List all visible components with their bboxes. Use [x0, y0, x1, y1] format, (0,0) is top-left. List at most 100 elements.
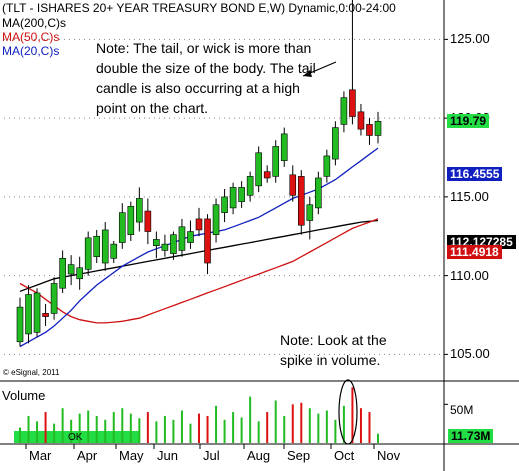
x-tick-label: Oct — [334, 448, 355, 463]
volume-label: Volume — [2, 388, 46, 403]
ma50-line — [19, 218, 379, 324]
candle-body — [76, 267, 83, 280]
candle — [229, 182, 237, 215]
candle — [170, 231, 177, 260]
volume-bar — [163, 415, 166, 443]
candle-body — [50, 283, 58, 314]
candle-body — [161, 243, 169, 251]
volume-bar — [342, 405, 345, 443]
candle-body — [349, 89, 356, 117]
candle-body — [195, 218, 203, 231]
volume-bar — [368, 412, 371, 443]
volume-bar — [300, 402, 303, 443]
candle — [323, 149, 331, 183]
price-tick-label: 110.00 — [450, 267, 489, 283]
volume-bar — [44, 412, 47, 443]
candle-body — [170, 234, 177, 254]
candle — [306, 196, 314, 240]
ma20-label: MA(20,C)s — [2, 44, 60, 58]
candle-body — [263, 171, 271, 179]
candle — [366, 118, 373, 145]
candle-body — [187, 231, 194, 243]
volume-bar — [240, 417, 243, 443]
candle — [16, 297, 24, 347]
volume-bar — [112, 412, 115, 443]
candle-body — [25, 294, 32, 335]
candle — [84, 231, 92, 276]
moving-averages — [19, 147, 379, 348]
volume-bar — [61, 408, 64, 443]
candle — [195, 207, 203, 237]
candle-body — [315, 177, 322, 209]
volume-bar — [121, 408, 124, 443]
candle — [263, 165, 271, 183]
candle — [340, 91, 348, 133]
candle-body — [229, 187, 237, 209]
volume-spike-circle — [338, 379, 358, 445]
candle — [42, 303, 49, 327]
x-tick-label: Apr — [77, 448, 98, 463]
candles — [16, 0, 382, 347]
volume-bar — [104, 419, 107, 443]
volume-bar — [172, 419, 175, 443]
candle — [272, 140, 280, 183]
candle — [59, 250, 66, 293]
volume-bar — [146, 412, 149, 443]
candle — [238, 181, 245, 208]
volume-bar — [266, 412, 269, 443]
volume-bar — [206, 415, 209, 443]
x-tick-label: Nov — [377, 448, 401, 463]
candle-body — [246, 176, 254, 196]
annotations — [302, 61, 358, 445]
candle — [204, 214, 211, 275]
volume-bar — [317, 413, 320, 443]
candle-body — [110, 243, 118, 259]
candle-body — [340, 97, 348, 125]
candle-body — [16, 306, 24, 343]
x-tick-label: Sep — [287, 448, 311, 463]
candle — [33, 288, 41, 338]
candle-body — [280, 133, 288, 161]
candle-body — [136, 198, 143, 223]
candle — [50, 277, 58, 320]
x-tick-label: Mar — [29, 448, 52, 463]
tail-note: Note: The tail, or wick is more than dou… — [96, 40, 316, 116]
candle — [357, 103, 365, 136]
candle — [136, 187, 143, 232]
candle — [76, 256, 83, 290]
candle-body — [178, 226, 186, 251]
candle-body — [101, 229, 109, 264]
candle — [246, 171, 254, 202]
candle-body — [374, 120, 382, 136]
candle — [374, 111, 382, 144]
candle-body — [153, 239, 160, 246]
copyright: © eSignal, 2011 — [3, 368, 60, 377]
volume-bar — [189, 423, 192, 443]
candle-body — [289, 174, 297, 196]
volume-bar — [78, 413, 81, 443]
ma20-line — [19, 147, 379, 348]
candle — [280, 127, 288, 167]
candle-body — [332, 127, 339, 160]
volume-last-badge: 11.73M — [448, 429, 494, 443]
volume-bar — [325, 410, 328, 443]
candle-body — [84, 237, 92, 270]
candle-body — [357, 111, 365, 130]
volume-bar — [155, 421, 158, 443]
ma200-label: MA(200,C)s — [2, 16, 67, 30]
candle — [221, 189, 228, 223]
price-tick-label: 105.00 — [450, 346, 490, 362]
volume-tick-50m: 50M — [450, 403, 474, 417]
badge-last-price: 119.79 — [447, 114, 490, 129]
volume-bar — [198, 413, 200, 443]
candle — [255, 146, 262, 193]
candle — [178, 218, 186, 257]
volume-bar — [53, 423, 56, 443]
volume-bar — [27, 415, 30, 443]
candle-body — [255, 152, 262, 187]
x-tick-label: Aug — [247, 448, 271, 463]
volume-bar — [19, 427, 21, 443]
note-arrow-head — [303, 70, 312, 77]
badge-ma20: 116.4555 — [447, 166, 503, 181]
